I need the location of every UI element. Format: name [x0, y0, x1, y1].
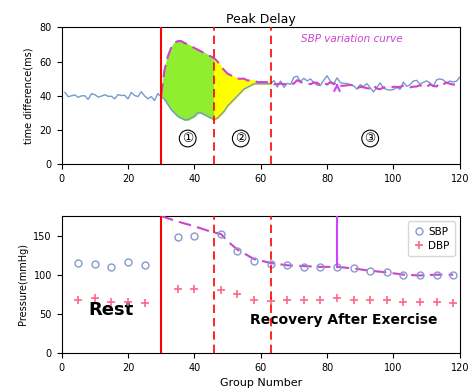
Text: ①: ① [182, 132, 193, 145]
X-axis label: Group Number: Group Number [219, 378, 302, 388]
Y-axis label: Pressure(mmHg): Pressure(mmHg) [18, 243, 28, 325]
Text: Rest: Rest [89, 301, 134, 319]
Text: ②: ② [235, 132, 246, 145]
Text: Recovery After Exercise: Recovery After Exercise [250, 313, 438, 327]
Text: ③: ③ [365, 132, 376, 145]
Title: Peak Delay: Peak Delay [226, 13, 296, 26]
Text: SBP variation curve: SBP variation curve [301, 34, 402, 44]
Y-axis label: time difference(ms): time difference(ms) [24, 47, 34, 144]
Legend: SBP, DBP: SBP, DBP [408, 221, 455, 256]
